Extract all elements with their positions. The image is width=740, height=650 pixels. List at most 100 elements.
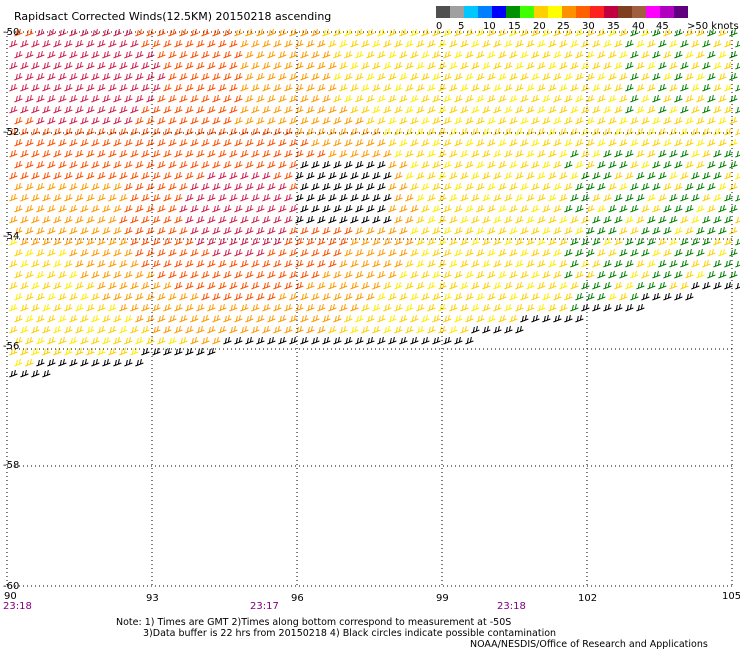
wind-barb [658, 171, 667, 180]
wind-barb [267, 336, 276, 345]
wind-barb [669, 149, 678, 158]
wind-barb [702, 105, 711, 114]
wind-barb [91, 292, 100, 301]
wind-barb [212, 28, 221, 37]
wind-barb [102, 160, 111, 169]
wind-barb [432, 248, 441, 257]
wind-barb [86, 325, 95, 334]
wind-barb [350, 127, 359, 136]
wind-barb [350, 303, 359, 312]
wind-barb [416, 281, 425, 290]
wind-barb [542, 314, 551, 323]
wind-barb [570, 127, 579, 136]
wind-barb [141, 193, 150, 202]
wind-barb [14, 72, 23, 81]
wind-barb [498, 138, 507, 147]
wind-barb [47, 116, 56, 125]
wind-barb [86, 259, 95, 268]
wind-barb [284, 83, 293, 92]
wind-barb [641, 28, 650, 37]
wind-barb [394, 325, 403, 334]
wind-barb [383, 149, 392, 158]
legend-tick: 35 [607, 21, 620, 32]
wind-barb [53, 303, 62, 312]
wind-barb [262, 193, 271, 202]
wind-barb [168, 182, 177, 191]
wind-barb [185, 215, 194, 224]
wind-barb [685, 72, 694, 81]
wind-barb [509, 204, 518, 213]
wind-barb [47, 50, 56, 59]
wind-barb [25, 28, 34, 37]
wind-barb [355, 28, 364, 37]
wind-barb [553, 248, 562, 257]
wind-barb [608, 28, 617, 37]
wind-barb [454, 336, 463, 345]
wind-barb [718, 160, 727, 169]
wind-barb [53, 105, 62, 114]
wind-barb [735, 282, 740, 290]
wind-barb [20, 237, 29, 246]
wind-barb [256, 28, 265, 37]
wind-barb [718, 72, 727, 81]
wind-barb [135, 270, 144, 279]
wind-barb [124, 226, 133, 235]
wind-barb [80, 160, 89, 169]
legend-swatch [590, 6, 604, 18]
wind-barb [372, 259, 381, 268]
wind-barb [570, 105, 579, 114]
wind-barb [80, 50, 89, 59]
wind-barb [432, 116, 441, 125]
wind-barb [47, 336, 56, 345]
wind-barb [31, 369, 40, 378]
wind-barb [20, 61, 29, 70]
wind-barb [339, 61, 348, 70]
wind-barb [636, 237, 645, 246]
wind-barb [163, 193, 172, 202]
wind-barb [520, 270, 529, 279]
wind-barb [311, 138, 320, 147]
wind-barb [262, 39, 271, 48]
wind-barb [355, 160, 364, 169]
wind-barb [603, 193, 612, 202]
wind-barb [608, 204, 617, 213]
wind-barb [570, 39, 579, 48]
wind-barb [696, 50, 705, 59]
wind-barb [652, 182, 661, 191]
wind-barb [20, 39, 29, 48]
wind-barb [344, 248, 353, 257]
wind-barb [212, 248, 221, 257]
wind-barb [702, 259, 711, 268]
wind-barb [130, 303, 139, 312]
wind-barb [256, 226, 265, 235]
wind-barb [619, 72, 628, 81]
wind-barb [75, 325, 84, 334]
wind-barb [223, 270, 232, 279]
wind-barb [366, 50, 375, 59]
wind-barb [636, 127, 645, 136]
wind-barb [190, 138, 199, 147]
wind-barb [680, 149, 689, 158]
wind-barb [273, 237, 282, 246]
wind-barb [31, 83, 40, 92]
wind-barb [405, 149, 414, 158]
wind-barb [542, 72, 551, 81]
wind-barb [388, 160, 397, 169]
wind-barb [31, 215, 40, 224]
wind-barb [69, 270, 78, 279]
wind-barb [152, 61, 161, 70]
wind-barb [548, 171, 557, 180]
wind-barb [229, 325, 238, 334]
wind-barb [471, 325, 480, 334]
wind-barb [234, 116, 243, 125]
wind-barb [680, 237, 689, 246]
wind-barb [201, 292, 210, 301]
wind-barb [212, 138, 221, 147]
wind-barb [344, 314, 353, 323]
wind-barb [586, 226, 595, 235]
wind-barb [718, 226, 727, 235]
wind-barb [229, 281, 238, 290]
wind-barb [449, 105, 458, 114]
wind-barb [278, 72, 287, 81]
wind-barb [135, 292, 144, 301]
